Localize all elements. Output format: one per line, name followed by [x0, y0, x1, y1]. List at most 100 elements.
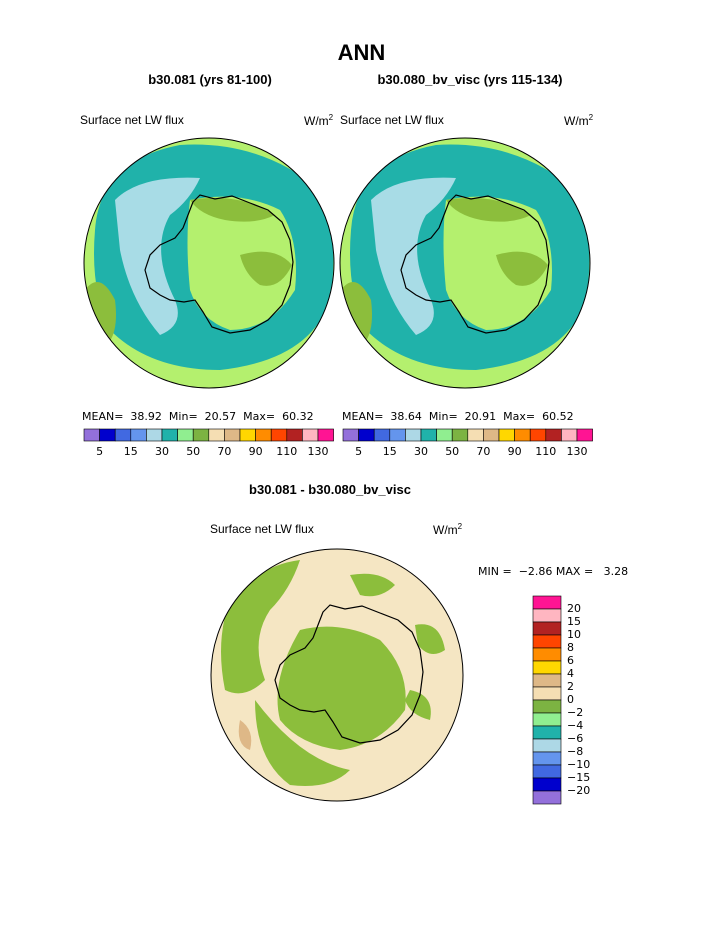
- right-polar-map: [340, 138, 590, 388]
- left-map-border: [83, 137, 335, 389]
- right-colorbar-box: [389, 428, 406, 442]
- left-colorbar-tick-label: 50: [186, 445, 201, 458]
- left-stats: MEAN= 38.92 Min= 20.57 Max= 60.32: [82, 410, 314, 423]
- right-units: W/m2: [564, 113, 594, 128]
- left-colorbar-box: [255, 428, 272, 442]
- left-colorbar-box: [239, 428, 256, 442]
- left-colorbar-box: [317, 428, 334, 442]
- left-colorbar-box: [83, 428, 100, 442]
- difference-colorbar-tick-label: −15: [567, 771, 591, 784]
- difference-map-border: [210, 548, 464, 802]
- right-colorbar-tick-label: 5: [355, 445, 363, 458]
- difference-colorbar-tick-label: 10: [567, 628, 581, 641]
- right-colorbar-tick-label: 70: [476, 445, 491, 458]
- right-colorbar-box: [405, 428, 422, 442]
- right-colorbar-box: [358, 428, 375, 442]
- right-colorbar-box: [545, 428, 562, 442]
- difference-colorbar-box: [532, 660, 562, 675]
- difference-polar-map: [211, 549, 463, 801]
- left-colorbar-tick-label: 70: [217, 445, 232, 458]
- left-colorbar-tick-label: 30: [155, 445, 169, 458]
- left-colorbar-tick-label: 90: [248, 445, 263, 458]
- difference-colorbar-tick-label: 8: [567, 641, 574, 654]
- right-colorbar-box: [576, 428, 593, 442]
- right-colorbar-box: [342, 428, 359, 442]
- difference-colorbar-tick-label: −4: [567, 719, 584, 732]
- difference-stats: MIN = −2.86 MAX = 3.28: [478, 565, 629, 578]
- left-units: W/m2: [304, 113, 334, 128]
- left-colorbar-box: [192, 428, 210, 442]
- right-case-title: b30.080_bv_visc (yrs 115-134): [377, 72, 563, 87]
- right-map-border: [339, 137, 591, 389]
- right-colorbar-box: [467, 428, 484, 442]
- difference-colorbar-box: [532, 712, 562, 727]
- right-stats: MEAN= 38.64 Min= 20.91 Max= 60.52: [342, 410, 574, 423]
- difference-colorbar-tick-label: 4: [567, 667, 574, 680]
- difference-colorbar: [532, 595, 562, 805]
- difference-colorbar-box: [532, 738, 562, 753]
- right-colorbar-box: [436, 428, 453, 442]
- difference-units: W/m2: [433, 522, 463, 537]
- difference-colorbar-tick-label: −10: [567, 758, 591, 771]
- right-colorbar: [342, 428, 593, 442]
- difference-colorbar-box: [532, 725, 562, 740]
- left-colorbar: [83, 428, 334, 442]
- difference-colorbar-box: [532, 608, 562, 623]
- left-colorbar-box: [161, 428, 178, 442]
- difference-title: b30.081 - b30.080_bv_visc: [249, 482, 411, 497]
- difference-colorbar-tick-label: 6: [567, 654, 574, 667]
- left-colorbar-tick-label: 130: [307, 445, 329, 458]
- left-colorbar-tick-label: 110: [276, 445, 298, 458]
- difference-colorbar-box: [532, 790, 562, 805]
- left-colorbar-box: [130, 428, 147, 442]
- page-title: ANN: [337, 40, 386, 65]
- left-colorbar-box: [177, 428, 194, 442]
- left-case-title: b30.081 (yrs 81-100): [148, 72, 272, 87]
- right-colorbar-box: [498, 428, 515, 442]
- left-colorbar-box: [286, 428, 303, 442]
- left-colorbar-tick-label: 5: [96, 445, 104, 458]
- right-colorbar-tick-label: 110: [535, 445, 557, 458]
- right-colorbar-box: [451, 428, 469, 442]
- right-colorbar-tick-label: 50: [445, 445, 460, 458]
- difference-colorbar-tick-label: 0: [567, 693, 574, 706]
- difference-colorbar-box: [532, 777, 562, 792]
- difference-colorbar-tick-label: 20: [567, 602, 581, 615]
- right-colorbar-tick-label: 15: [382, 445, 397, 458]
- right-colorbar-box: [373, 428, 391, 442]
- difference-colorbar-box: [532, 621, 562, 636]
- difference-colorbar-tick-label: −6: [567, 732, 584, 745]
- difference-colorbar-box: [532, 673, 562, 688]
- left-polar-map: [84, 138, 334, 388]
- left-colorbar-box: [146, 428, 163, 442]
- difference-colorbar-box: [532, 764, 562, 779]
- right-variable-label: Surface net LW flux: [340, 113, 444, 127]
- difference-variable-label: Surface net LW flux: [210, 522, 314, 536]
- difference-colorbar-tick-label: 15: [567, 615, 581, 628]
- difference-colorbar-tick-label: −8: [567, 745, 584, 758]
- left-colorbar-box: [208, 428, 225, 442]
- difference-colorbar-box: [532, 751, 562, 766]
- difference-colorbar-box: [532, 699, 562, 714]
- right-colorbar-box: [561, 428, 578, 442]
- right-colorbar-box: [529, 428, 547, 442]
- left-colorbar-box: [114, 428, 132, 442]
- difference-colorbar-tick-label: −2: [567, 706, 584, 719]
- difference-colorbar-tick-label: −20: [567, 784, 591, 797]
- right-colorbar-tick-label: 30: [414, 445, 428, 458]
- difference-colorbar-box: [532, 634, 562, 649]
- right-colorbar-tick-label: 130: [566, 445, 588, 458]
- difference-colorbar-tick-label: 2: [567, 680, 574, 693]
- difference-colorbar-box: [532, 686, 562, 701]
- left-colorbar-box: [99, 428, 116, 442]
- difference-colorbar-box: [532, 647, 562, 662]
- difference-colorbar-box: [532, 595, 562, 610]
- left-colorbar-box: [270, 428, 288, 442]
- left-variable-label: Surface net LW flux: [80, 113, 184, 127]
- right-colorbar-tick-label: 90: [507, 445, 522, 458]
- right-colorbar-box: [514, 428, 531, 442]
- left-colorbar-box: [224, 428, 241, 442]
- left-colorbar-box: [302, 428, 319, 442]
- right-colorbar-box: [420, 428, 437, 442]
